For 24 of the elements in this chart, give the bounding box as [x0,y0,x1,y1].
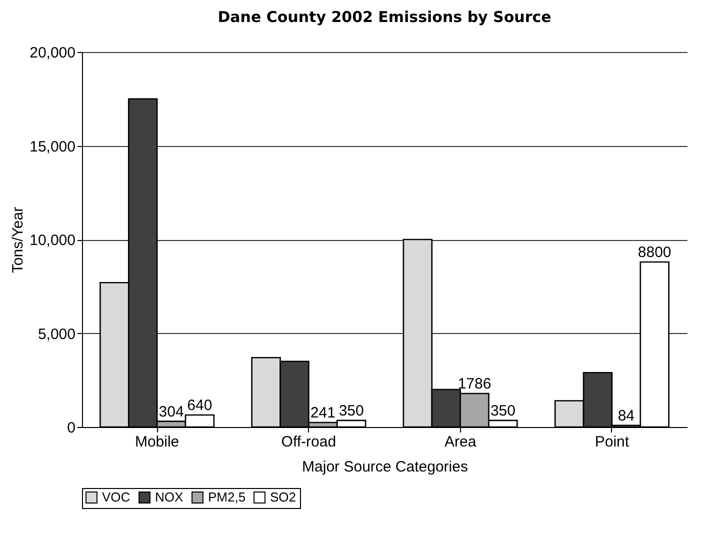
legend-label: SO2 [270,490,296,505]
y-tick-label: 10,000 [30,232,76,249]
x-tick-label: Area [444,434,477,450]
chart-title: Dane County 2002 Emissions by Source [218,8,552,26]
y-tick-label: 5,000 [38,326,76,343]
legend-label: PM2,5 [208,490,246,505]
y-tick-label: 0 [67,420,76,436]
y-tick-label: 20,000 [30,44,76,62]
data-label: 8800 [638,244,672,261]
x-tick-label: Point [594,434,630,450]
x-tick-label: Mobile [134,434,180,450]
x-tick-label: Off-road [281,434,336,450]
data-label: 241 [310,404,336,422]
x-axis-title: Major Source Categories [302,458,468,476]
y-tick-label: 15,000 [30,138,76,156]
legend-label: VOC [102,490,130,505]
data-label: 350 [490,402,516,420]
y-axis-title: Tons/Year [10,206,27,274]
data-label: 1786 [458,376,492,393]
legend-label: NOX [155,490,184,505]
data-label: 84 [618,407,635,424]
data-label: 640 [187,397,212,414]
data-label: 350 [338,402,364,420]
data-label: 304 [158,403,184,420]
